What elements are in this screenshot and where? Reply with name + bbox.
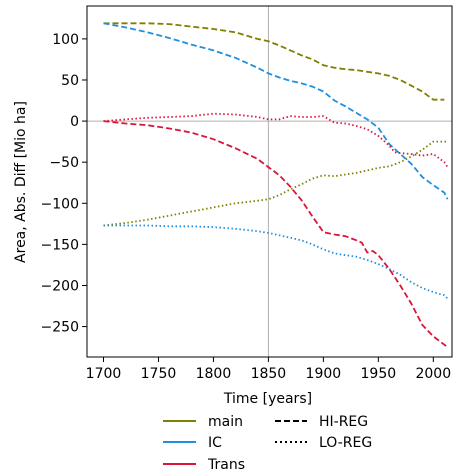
legend-label-main: main bbox=[208, 414, 243, 430]
series-line-ic-hi-reg bbox=[103, 22, 449, 200]
axes-frame bbox=[86, 5, 453, 358]
legend-label-ic: IC bbox=[208, 435, 222, 451]
x-tick-label: 1800 bbox=[196, 366, 232, 382]
axes bbox=[86, 5, 453, 358]
series-line-main-lo-reg bbox=[103, 140, 448, 227]
x-tick-label: 1750 bbox=[141, 366, 177, 382]
y-tick-label: −150 bbox=[41, 237, 79, 253]
x-tick-label: 1950 bbox=[361, 366, 397, 382]
legend: main IC Trans HI-REG LO-REG bbox=[163, 414, 372, 473]
series-line-trans-lo-reg bbox=[103, 112, 449, 168]
y-tick-label: 50 bbox=[61, 73, 79, 89]
plot-area bbox=[87, 6, 452, 357]
x-tick-label: 1900 bbox=[306, 366, 342, 382]
y-tick-label: −250 bbox=[41, 320, 79, 336]
y-tick-label: 100 bbox=[52, 32, 79, 48]
series-line-main-hi-reg bbox=[103, 22, 445, 101]
y-tick-label: −100 bbox=[41, 196, 79, 212]
x-tick-label: 1850 bbox=[251, 366, 287, 382]
series-line-trans-hi-reg bbox=[103, 120, 449, 348]
x-tick-label: 1700 bbox=[86, 366, 122, 382]
x-tick-label: 2000 bbox=[415, 366, 451, 382]
legend-label-lo-reg: LO-REG bbox=[319, 435, 372, 451]
tick-marks: 1700 1750 1800 1850 1900 1950 2000 100 50 0 −50 −10… bbox=[41, 32, 452, 382]
series-line-ic-lo-reg bbox=[103, 224, 449, 300]
x-axis-label: Time [years] bbox=[223, 391, 312, 407]
y-tick-label: 0 bbox=[70, 114, 79, 130]
series-lines bbox=[103, 22, 449, 348]
legend-label-hi-reg: HI-REG bbox=[319, 414, 368, 430]
y-axis-label: Area, Abs. Diff [Mio ha] bbox=[13, 101, 29, 263]
legend-label-trans: Trans bbox=[207, 457, 245, 473]
y-tick-label: −50 bbox=[49, 155, 79, 171]
y-tick-label: −200 bbox=[41, 278, 79, 294]
